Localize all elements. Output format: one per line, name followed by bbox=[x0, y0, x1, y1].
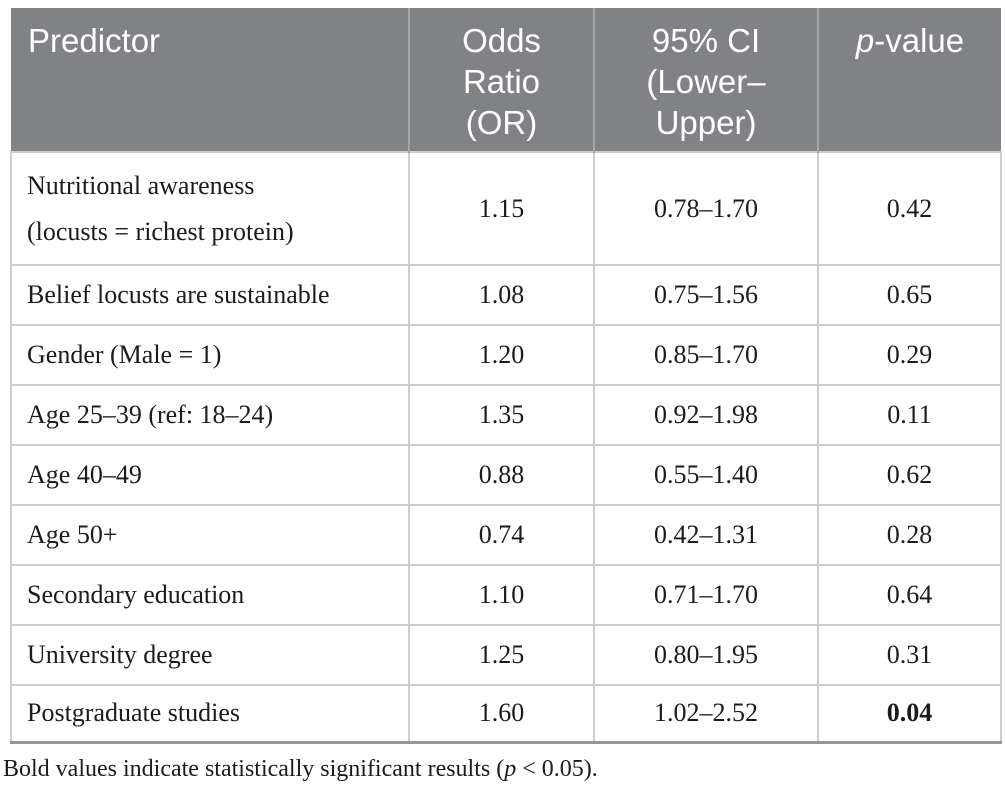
predictor-line: (locusts = richest protein) bbox=[27, 216, 294, 246]
cell-predictor: Nutritional awareness (locusts = richest… bbox=[10, 151, 410, 266]
cell-ci: 0.78–1.70 bbox=[593, 151, 819, 266]
cell-odds-ratio: 1.08 bbox=[408, 264, 595, 326]
table-row: Postgraduate studies 1.60 1.02–2.52 0.04 bbox=[10, 684, 1002, 744]
header-p-value: p-value bbox=[817, 8, 1001, 152]
cell-ci: 0.55–1.40 bbox=[593, 444, 819, 506]
regression-results-table: Predictor Odds Ratio (OR) 95% CI (Lower–… bbox=[10, 8, 1002, 744]
cell-odds-ratio: 1.60 bbox=[408, 684, 595, 744]
header-p-italic: p bbox=[855, 22, 875, 59]
table-footnote: Bold values indicate statistically signi… bbox=[3, 753, 598, 785]
cell-p-value: 0.04 bbox=[817, 684, 1002, 744]
cell-predictor: Gender (Male = 1) bbox=[10, 324, 410, 386]
cell-predictor: Age 40–49 bbox=[10, 444, 410, 506]
cell-p-value: 0.29 bbox=[817, 324, 1002, 386]
cell-ci: 0.75–1.56 bbox=[593, 264, 819, 326]
predictor-line: Nutritional awareness bbox=[27, 170, 255, 200]
header-p-rest: -value bbox=[874, 22, 965, 59]
header-ci-line: Upper) bbox=[655, 104, 757, 141]
cell-odds-ratio: 0.74 bbox=[408, 504, 595, 566]
footnote-prefix: Bold values indicate statistically signi… bbox=[3, 756, 505, 782]
header-odds-ratio-line: (OR) bbox=[465, 104, 538, 141]
cell-p-value: 0.28 bbox=[817, 504, 1002, 566]
table-row: Age 50+ 0.74 0.42–1.31 0.28 bbox=[10, 504, 1002, 566]
header-ci-line: (Lower– bbox=[646, 63, 766, 100]
cell-p-value: 0.11 bbox=[817, 384, 1002, 446]
table-row: Secondary education 1.10 0.71–1.70 0.64 bbox=[10, 564, 1002, 626]
cell-ci: 0.80–1.95 bbox=[593, 624, 819, 686]
cell-ci: 0.85–1.70 bbox=[593, 324, 819, 386]
cell-predictor: Belief locusts are sustainable bbox=[10, 264, 410, 326]
cell-odds-ratio: 1.25 bbox=[408, 624, 595, 686]
cell-odds-ratio: 1.20 bbox=[408, 324, 595, 386]
header-ci-line: 95% CI bbox=[651, 22, 761, 59]
cell-p-value: 0.65 bbox=[817, 264, 1002, 326]
cell-ci: 0.42–1.31 bbox=[593, 504, 819, 566]
header-predictor: Predictor bbox=[11, 8, 409, 152]
header-ci: 95% CI (Lower– Upper) bbox=[593, 8, 818, 152]
header-row: Predictor Odds Ratio (OR) 95% CI (Lower–… bbox=[11, 8, 1001, 152]
table-row: University degree 1.25 0.80–1.95 0.31 bbox=[10, 624, 1002, 686]
cell-ci: 0.92–1.98 bbox=[593, 384, 819, 446]
cell-p-value: 0.62 bbox=[817, 444, 1002, 506]
cell-predictor: University degree bbox=[10, 624, 410, 686]
table-row: Age 25–39 (ref: 18–24) 1.35 0.92–1.98 0.… bbox=[10, 384, 1002, 446]
table-header: Predictor Odds Ratio (OR) 95% CI (Lower–… bbox=[11, 8, 1001, 152]
footnote-suffix: < 0.05). bbox=[516, 756, 598, 782]
cell-odds-ratio: 1.15 bbox=[408, 151, 595, 266]
footnote-p-italic: p bbox=[504, 756, 517, 782]
cell-odds-ratio: 1.35 bbox=[408, 384, 595, 446]
cell-p-value: 0.64 bbox=[817, 564, 1002, 626]
table-row: Age 40–49 0.88 0.55–1.40 0.62 bbox=[10, 444, 1002, 506]
cell-ci: 1.02–2.52 bbox=[593, 684, 819, 744]
table-row: Nutritional awareness (locusts = richest… bbox=[10, 151, 1002, 266]
cell-predictor: Age 50+ bbox=[10, 504, 410, 566]
cell-p-value: 0.31 bbox=[817, 624, 1002, 686]
header-odds-ratio: Odds Ratio (OR) bbox=[408, 8, 594, 152]
cell-predictor: Age 25–39 (ref: 18–24) bbox=[10, 384, 410, 446]
header-odds-ratio-line: Ratio bbox=[462, 63, 541, 100]
cell-p-value: 0.42 bbox=[817, 151, 1002, 266]
table-row: Belief locusts are sustainable 1.08 0.75… bbox=[10, 264, 1002, 326]
table-body: Nutritional awareness (locusts = richest… bbox=[10, 151, 1002, 744]
cell-predictor: Secondary education bbox=[10, 564, 410, 626]
cell-predictor: Postgraduate studies bbox=[10, 684, 410, 744]
cell-ci: 0.71–1.70 bbox=[593, 564, 819, 626]
cell-odds-ratio: 1.10 bbox=[408, 564, 595, 626]
table-row: Gender (Male = 1) 1.20 0.85–1.70 0.29 bbox=[10, 324, 1002, 386]
header-odds-ratio-line: Odds bbox=[462, 22, 541, 59]
cell-odds-ratio: 0.88 bbox=[408, 444, 595, 506]
